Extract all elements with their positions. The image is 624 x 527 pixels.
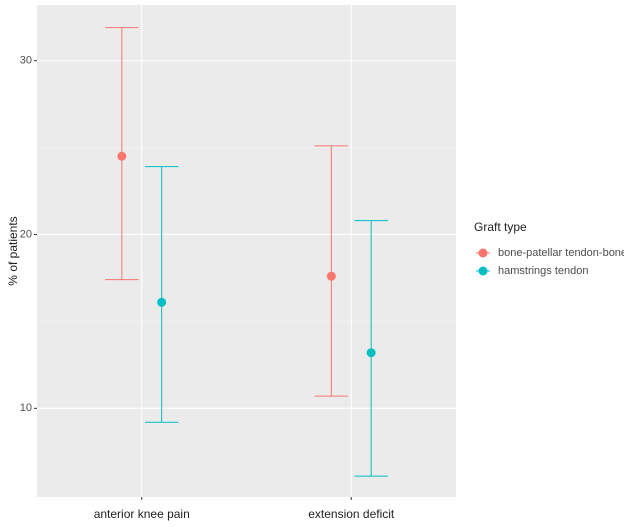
legend-key [478, 248, 488, 258]
x-tick-label: anterior knee pain [94, 507, 190, 521]
legend-label: hamstrings tendon [498, 265, 589, 277]
y-tick-label: 30 [20, 55, 32, 67]
y-tick-label: 20 [20, 228, 32, 240]
legend-title: Graft type [474, 220, 527, 234]
x-tick-label: extension deficit [308, 507, 395, 521]
legend-label: bone-patellar tendon-bone [498, 247, 624, 259]
point [117, 151, 127, 161]
y-tick-label: 10 [20, 402, 32, 414]
point [157, 297, 167, 307]
point [366, 348, 376, 358]
panel [37, 5, 456, 497]
point [326, 271, 336, 281]
y-axis-label: % of patients [6, 216, 20, 285]
legend-key [478, 266, 488, 276]
